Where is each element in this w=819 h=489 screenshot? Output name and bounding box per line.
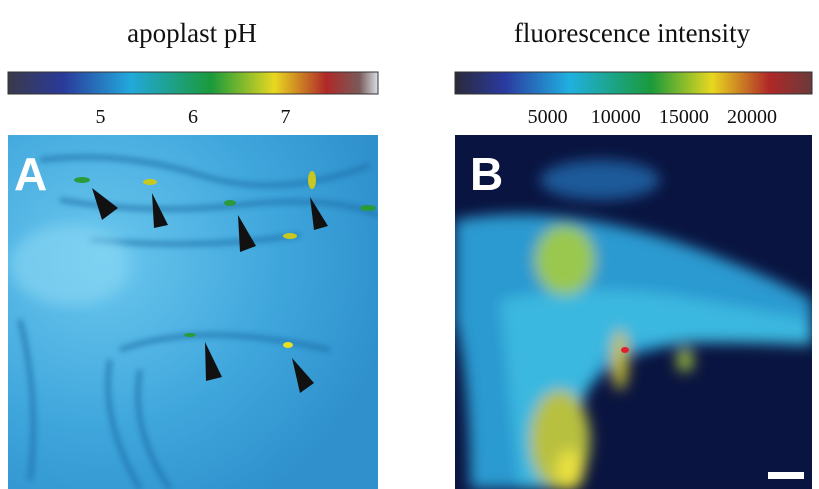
panel-title: apoplast pH <box>127 18 257 48</box>
colorbar-tick-label: 5 <box>96 106 106 128</box>
colorbar-tick-label: 20000 <box>727 106 777 128</box>
panel-title: fluorescence intensity <box>514 18 751 48</box>
colorbar-tick-label: 10000 <box>591 106 641 128</box>
colorbar-tick-label: 6 <box>188 106 198 128</box>
micrograph: B <box>455 135 812 489</box>
panel-label: A <box>14 148 47 200</box>
colorbar <box>7 71 379 95</box>
panel-label: B <box>470 148 503 200</box>
micrograph: A <box>8 135 378 489</box>
colorbar-tick-label: 5000 <box>528 106 568 128</box>
colorbar <box>454 71 813 95</box>
colorbar-tick-label: 15000 <box>659 106 709 128</box>
colorbar-tick-label: 7 <box>281 106 291 128</box>
